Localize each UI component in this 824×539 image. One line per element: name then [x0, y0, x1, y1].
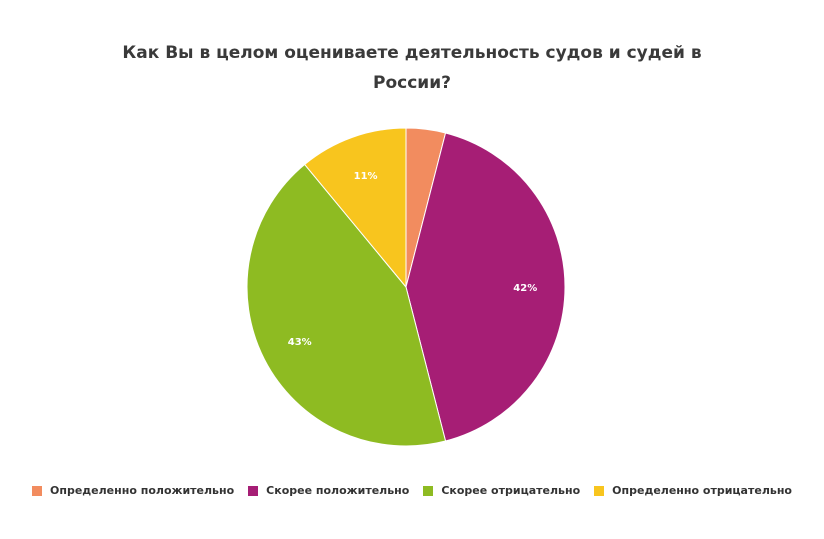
legend-label: Определенно положительно — [50, 484, 235, 497]
legend-swatch — [248, 485, 259, 496]
legend-swatch — [594, 485, 605, 496]
slice-label-4: 11% — [354, 171, 378, 182]
slice-label-3: 43% — [288, 337, 312, 348]
legend-item-3[interactable]: Скорее отрицательно — [423, 484, 580, 497]
legend-label: Скорее отрицательно — [441, 484, 581, 497]
legend-item-1[interactable]: Определенно положительно — [32, 484, 234, 497]
chart-title: Как Вы в целом оцениваете деятельность с… — [122, 43, 702, 93]
legend-swatch — [423, 485, 434, 496]
slice-labels: 42% 43% 11% — [288, 171, 537, 348]
legend: Определенно положительно Скорее положител… — [0, 484, 824, 497]
pie-slice-3 — [246, 163, 447, 447]
legend-label: Скорее положительно — [266, 484, 410, 497]
legend-label: Определенно отрицательно — [612, 484, 792, 497]
legend-item-4[interactable]: Определенно отрицательно — [594, 484, 792, 497]
pie-slices — [246, 127, 566, 447]
slice-label-2: 42% — [513, 283, 537, 294]
pie-slice-2 — [405, 132, 566, 442]
pie-slice-4 — [303, 127, 407, 289]
legend-swatch — [32, 485, 42, 496]
legend-item-2[interactable]: Скорее положительно — [248, 484, 409, 497]
